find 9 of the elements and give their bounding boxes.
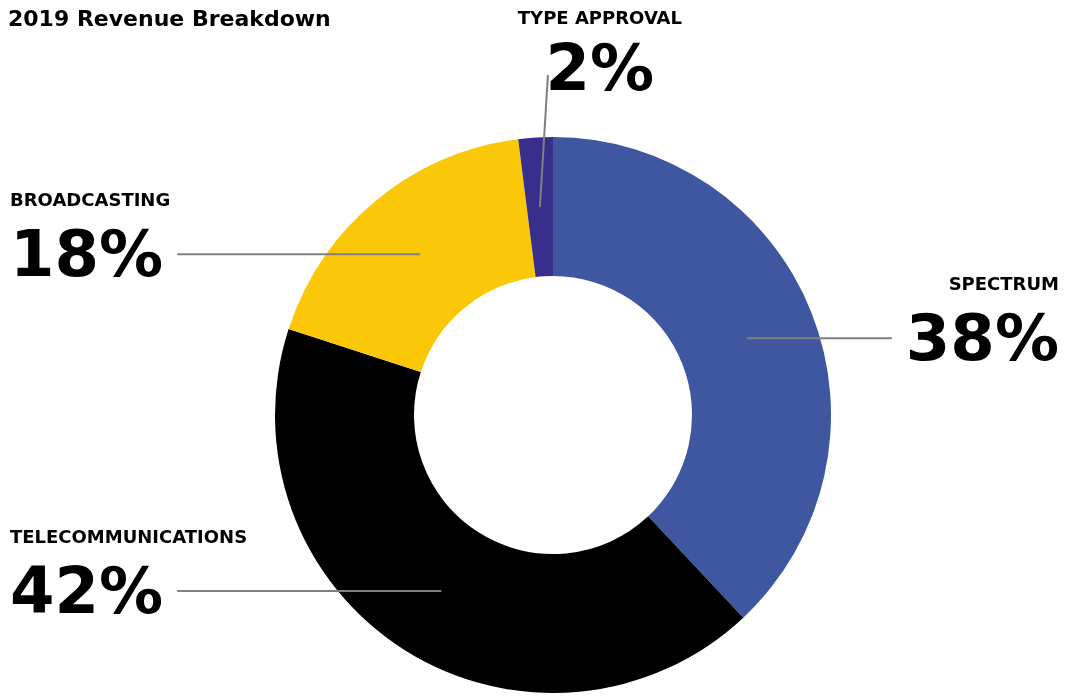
chart-title: 2019 Revenue Breakdown [8,6,331,31]
slice-label: BROADCASTING [10,189,171,211]
data-label: 18% [10,217,164,292]
data-label: 42% [10,554,164,629]
data-label: 2% [545,31,655,105]
slice-label: TELECOMMUNICATIONS [10,526,248,548]
slice-label: SPECTRUM [948,273,1059,295]
data-label: 38% [905,301,1059,376]
slice-label: TYPE APPROVAL [517,7,682,28]
